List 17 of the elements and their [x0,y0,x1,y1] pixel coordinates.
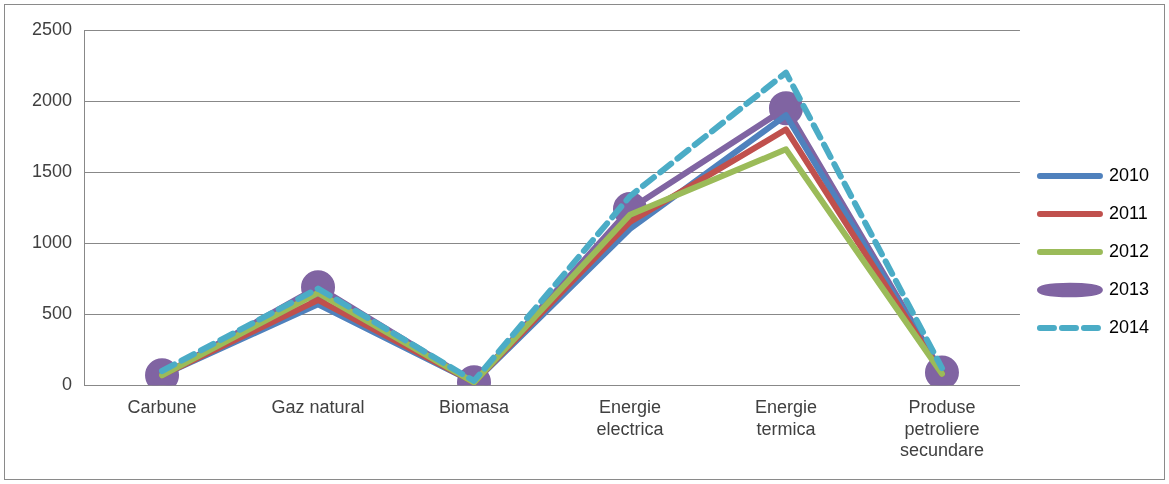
x-tick-label: Energie termica [754,396,817,439]
legend-label: 2014 [1108,316,1149,337]
y-tick-label: 1000 [32,232,73,253]
x-tick-label: Produse petroliere secundare [899,396,984,461]
legend-label: 2013 [1108,278,1149,299]
y-tick-label: 2500 [32,18,73,39]
x-tick-label: Gaz natural [271,396,365,417]
legend-label: 2012 [1108,240,1149,261]
y-tick-label: 1500 [32,161,73,182]
x-tick-label: Energie electrica [596,396,665,439]
legend-label: 2011 [1108,202,1148,223]
y-tick-label: 0 [62,374,73,395]
y-tick-label: 500 [42,303,73,324]
y-tick-label: 2000 [32,90,73,111]
legend-label: 2010 [1108,164,1149,185]
x-tick-label: Biomasa [438,396,511,417]
x-tick-label: Carbune [127,396,197,417]
